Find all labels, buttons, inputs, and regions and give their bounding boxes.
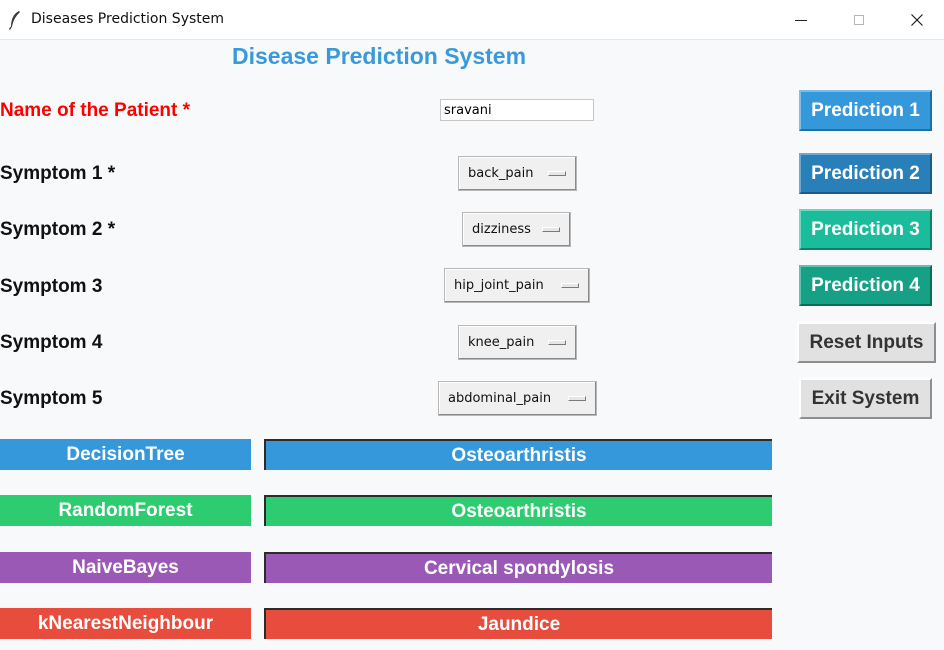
dropdown-indicator-icon [568,396,586,401]
dropdown-indicator-icon [548,171,566,176]
symptom-5-value: abdominal_pain [448,391,552,406]
prediction-4-button[interactable]: Prediction 4 [799,265,932,306]
prediction-2-button[interactable]: Prediction 2 [799,153,932,194]
symptom-2-label: Symptom 2 * [0,219,116,240]
maximize-button[interactable] [830,0,888,39]
random-forest-result: Osteoarthristis [264,495,772,526]
patient-name-label: Name of the Patient * [0,100,191,121]
exit-system-button[interactable]: Exit System [799,378,932,419]
knn-label: kNearestNeighbour [0,608,251,639]
decision-tree-result: Osteoarthristis [264,439,772,470]
window-title: Diseases Prediction System [31,11,225,27]
dropdown-indicator-icon [548,340,566,345]
symptom-3-value: hip_joint_pain [454,278,544,293]
symptom-1-label: Symptom 1 * [0,163,116,184]
symptom-1-dropdown[interactable]: back_pain [458,156,577,191]
dropdown-indicator-icon [542,227,560,232]
naive-bayes-label: NaiveBayes [0,552,251,583]
minimize-button[interactable] [772,0,830,39]
page-title: Disease Prediction System [232,43,527,69]
symptom-3-dropdown[interactable]: hip_joint_pain [444,268,590,303]
random-forest-label: RandomForest [0,495,251,526]
naive-bayes-result: Cervical spondylosis [264,552,772,583]
symptom-5-dropdown[interactable]: abdominal_pain [438,381,597,416]
symptom-5-label: Symptom 5 [0,388,103,409]
symptom-1-value: back_pain [468,166,534,181]
symptom-4-value: knee_pain [468,335,535,350]
window-titlebar: Diseases Prediction System [0,0,944,40]
dropdown-indicator-icon [561,283,579,288]
prediction-3-button[interactable]: Prediction 3 [799,209,932,250]
maximize-icon [854,14,864,25]
decision-tree-label: DecisionTree [0,439,251,470]
patient-name-input[interactable] [440,99,594,121]
symptom-4-dropdown[interactable]: knee_pain [458,325,577,360]
prediction-1-button[interactable]: Prediction 1 [799,90,932,131]
knn-result: Jaundice [264,608,772,639]
close-icon [911,13,923,26]
symptom-3-label: Symptom 3 [0,276,103,297]
feather-icon [8,11,20,30]
symptom-2-dropdown[interactable]: dizziness [462,212,571,247]
symptom-4-label: Symptom 4 [0,332,103,353]
close-button[interactable] [888,0,944,39]
reset-inputs-button[interactable]: Reset Inputs [797,322,936,363]
symptom-2-value: dizziness [472,222,531,237]
minimize-icon [795,19,807,21]
